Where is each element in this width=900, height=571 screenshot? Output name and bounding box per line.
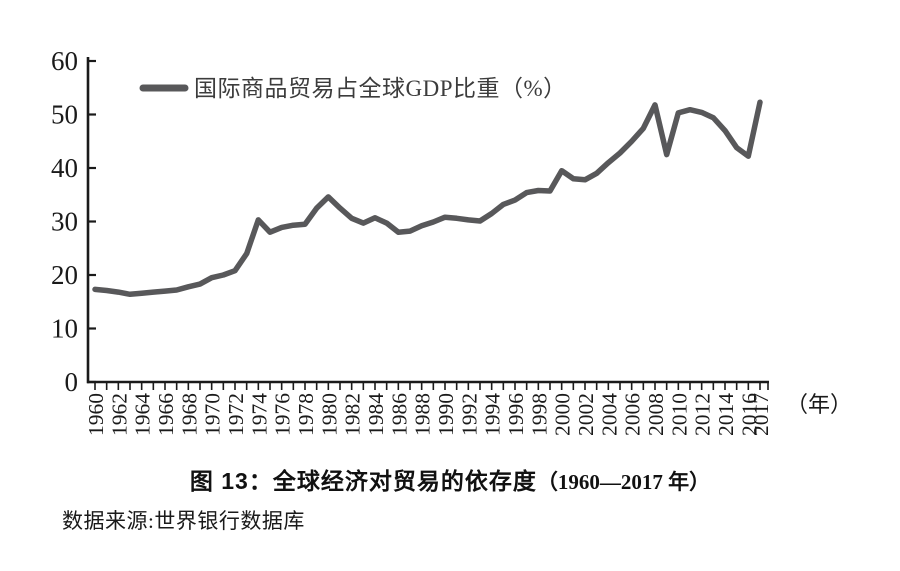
y-tick-label: 20 [51,260,78,290]
x-tick-label: 1988 [411,393,435,436]
y-tick-label: 60 [51,46,78,76]
x-tick-label: 1964 [131,393,155,436]
x-tick-label: 1972 [224,393,248,436]
x-tick-label: 2008 [644,393,668,436]
x-axis-ticks [94,383,769,390]
x-tick-label: 2004 [597,393,621,436]
x-tick-label: 1998 [527,393,551,436]
x-tick-label: 1984 [364,393,388,436]
y-tick-label: 10 [51,314,78,344]
data-line-series [92,99,763,298]
y-tick-label: 30 [51,207,78,237]
figure-caption-range: （1960—2017 年） [536,470,711,494]
y-tick-label: 50 [51,100,78,130]
x-tick-label: 1980 [317,393,341,436]
x-tick-label: 1992 [457,393,481,436]
legend-label: 国际商品贸易占全球GDP比重（%） [194,76,567,101]
x-tick-label: 1976 [271,393,295,436]
x-tick-label: 1996 [504,393,528,436]
x-tick-label: 1994 [481,393,505,436]
x-tick-label: 2002 [574,393,598,436]
y-tick-label: 0 [65,367,79,397]
y-axis-ticks: 0 10 20 30 40 50 60 [51,46,96,397]
x-tick-label: 2012 [691,393,715,436]
x-tick-label: 1960 [84,393,108,436]
x-tick-label: 2010 [667,393,691,436]
x-tick-label: 1990 [434,393,458,436]
x-tick-label: 1966 [154,393,178,436]
y-tick-label: 40 [51,153,78,183]
x-tick-label: 2014 [714,393,738,436]
figure-caption: 图 13：全球经济对贸易的依存度（1960—2017 年） [0,462,900,496]
x-tick-label: 2000 [551,393,575,436]
x-tick-label: 2006 [621,393,645,436]
x-tick-label: 1982 [341,393,365,436]
x-tick-labels: 1960 1962 1964 1966 1968 1970 1972 1974 1976 1978… [84,393,773,436]
x-axis-unit-label: （年） [786,392,852,417]
figure-caption-title: 图 13：全球经济对贸易的依存度 [189,468,537,494]
x-tick-label: 1978 [294,393,318,436]
x-tick-label: 1968 [177,393,201,436]
x-tick-label: 2016 [737,393,761,436]
x-tick-label: 1986 [387,393,411,436]
x-tick-label: 2017 [749,393,773,436]
x-tick-label: 1962 [107,393,131,436]
legend: 国际商品贸易占全球GDP比重（%） [139,76,567,101]
x-tick-label: 1974 [247,393,271,436]
data-source-note: 数据来源:世界银行数据库 [62,509,305,533]
axes [86,57,769,384]
x-tick-label: 1970 [201,393,225,436]
